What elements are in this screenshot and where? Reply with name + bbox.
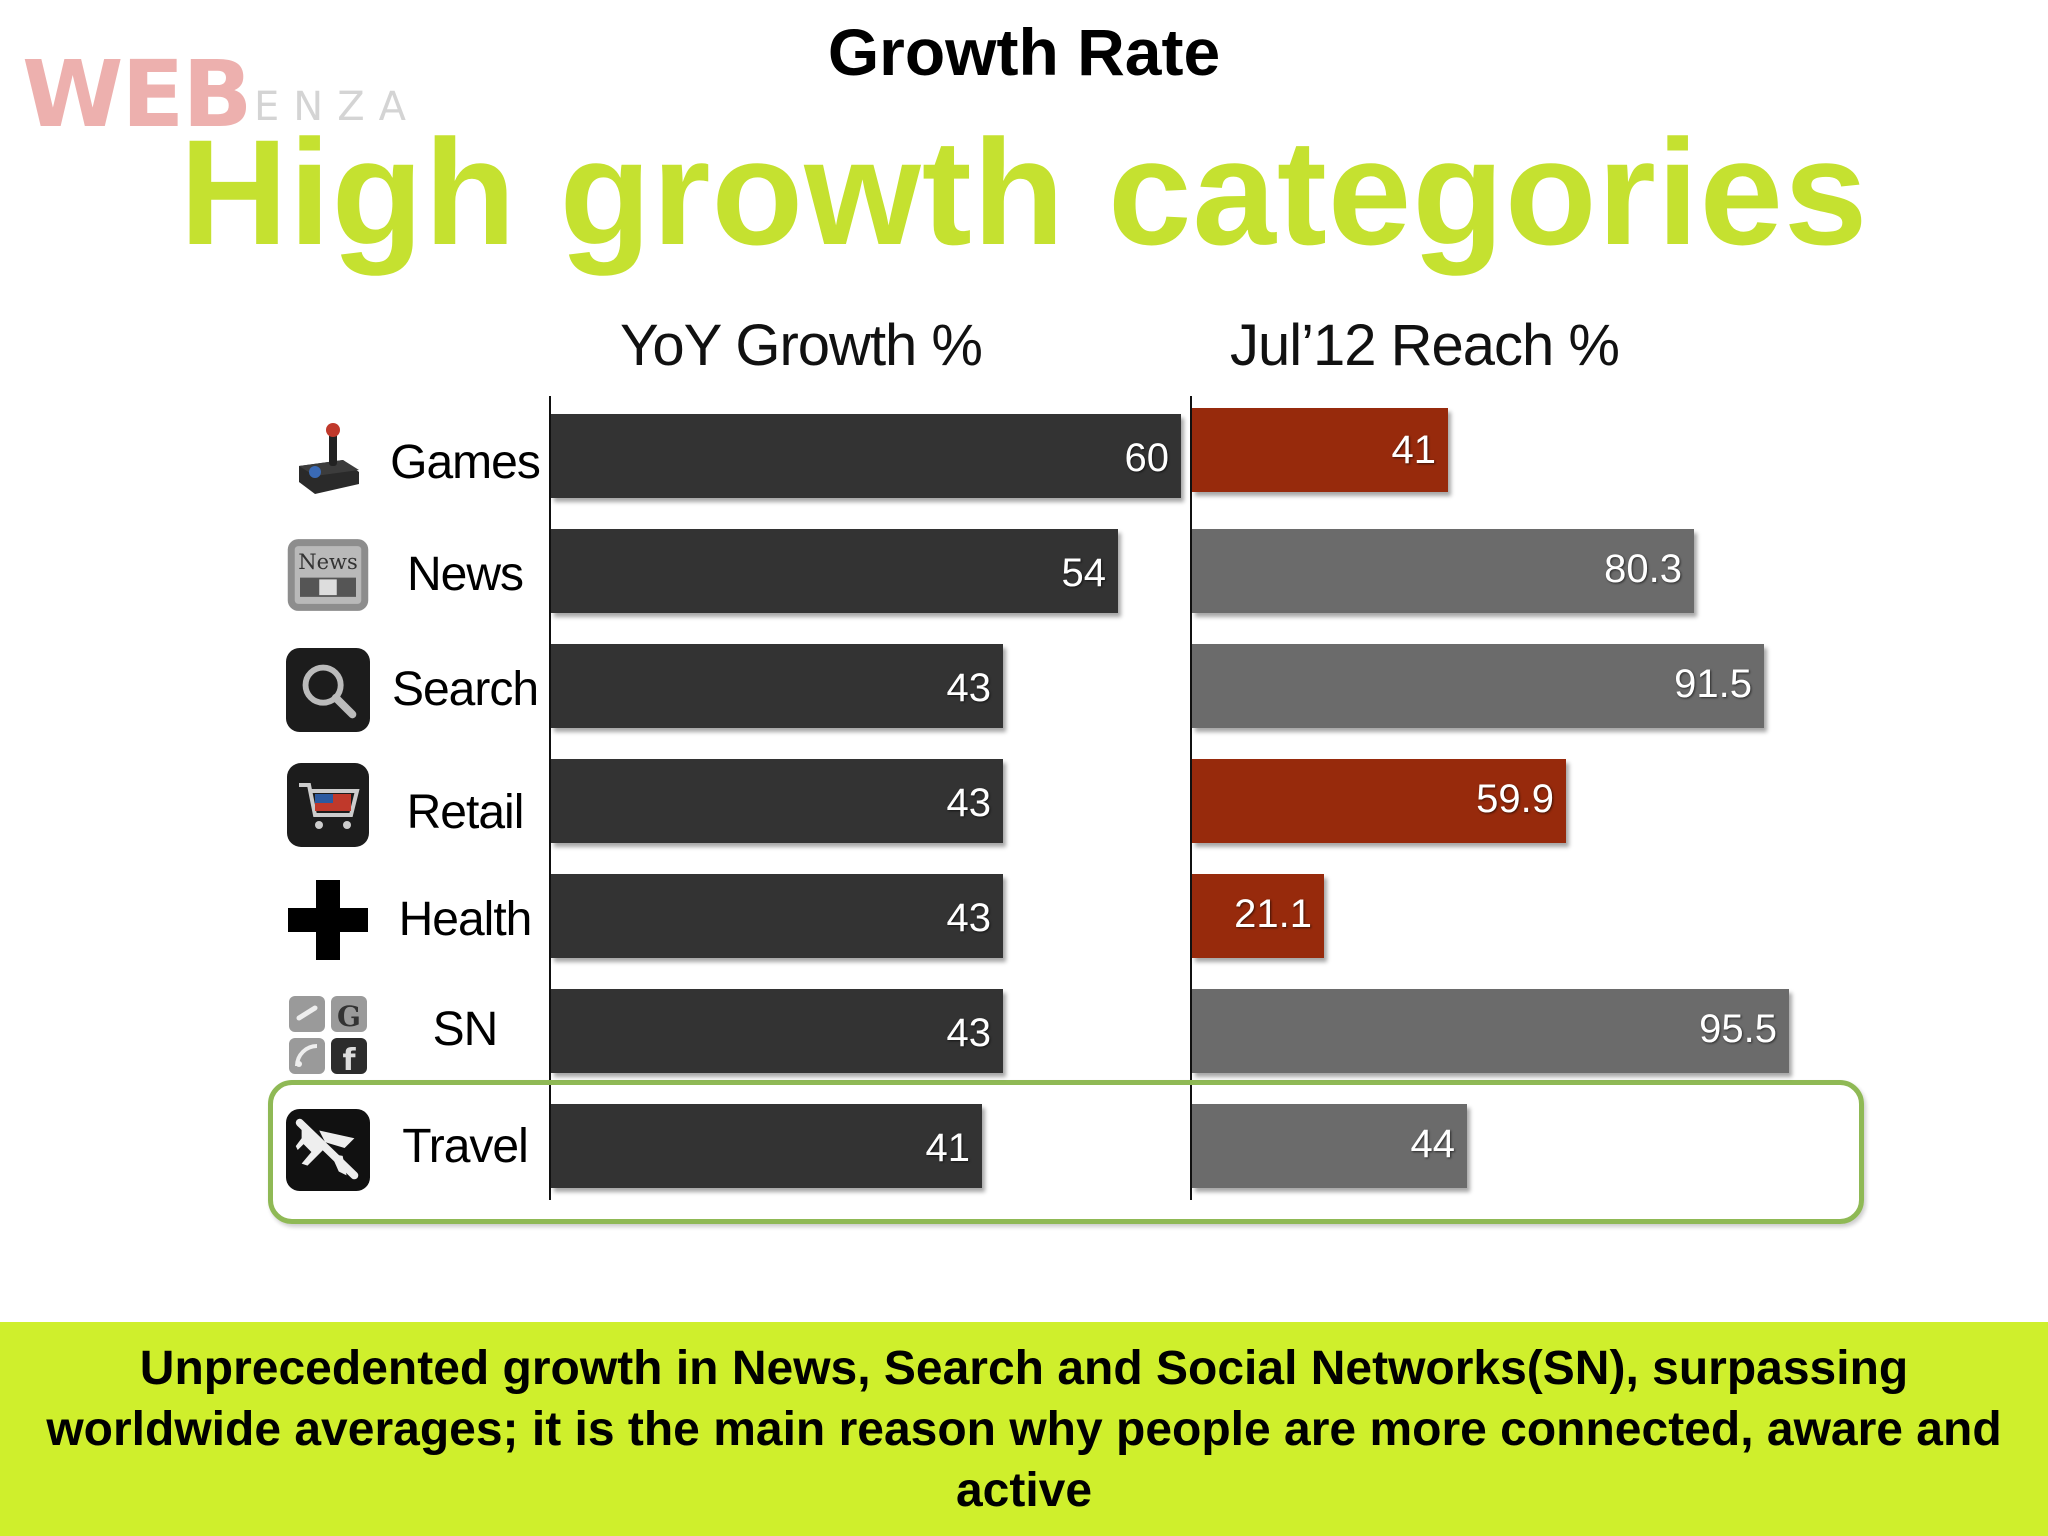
svg-text:G: G — [337, 1000, 361, 1033]
newspaper-icon: News — [286, 533, 370, 617]
airplane-icon — [286, 1108, 370, 1192]
logo-mark: WEB — [22, 41, 252, 148]
svg-text:News: News — [298, 550, 358, 574]
reach-bar-sn — [1192, 989, 1789, 1073]
yoy-value-games: 60 — [1124, 436, 1170, 480]
category-label-sn: SN — [432, 1003, 499, 1056]
logo-word: ENZA — [254, 84, 420, 130]
yoy-bar-search — [551, 644, 1003, 728]
shopping-cart-icon — [286, 763, 370, 847]
reach-value-news: 80.3 — [1604, 547, 1682, 591]
yoy-bar-retail — [551, 759, 1003, 843]
yoy-value-retail: 43 — [946, 781, 992, 825]
yoy-axis-line — [549, 396, 551, 1200]
yoy-value-search: 43 — [946, 666, 992, 710]
yoy-value-travel: 41 — [925, 1126, 971, 1170]
reach-bar-health — [1192, 874, 1324, 958]
joystick-icon — [286, 418, 370, 502]
category-label-health: Health — [398, 893, 533, 946]
reach-value-retail: 59.9 — [1476, 777, 1554, 821]
category-label-retail: Retail — [406, 786, 525, 839]
category-label-search: Search — [391, 663, 539, 716]
summary-text: Unprecedented growth in News, Search and… — [46, 1341, 2002, 1517]
yoy-bar-games — [551, 414, 1181, 498]
headline: High growth categories — [179, 108, 1869, 276]
category-label-games: Games — [390, 436, 541, 489]
category-label-travel: Travel — [402, 1120, 529, 1173]
yoy-bar-sn — [551, 989, 1003, 1073]
yoy-value-health: 43 — [946, 896, 992, 940]
magnifier-icon — [286, 648, 370, 732]
reach-bar-games — [1192, 408, 1448, 492]
health-cross-icon — [286, 878, 370, 962]
yoy-value-news: 54 — [1061, 551, 1107, 595]
reach-bar-travel — [1192, 1104, 1467, 1188]
yoy-bar-travel — [551, 1104, 982, 1188]
reach-value-travel: 44 — [1410, 1122, 1456, 1166]
reach-axis-line — [1190, 396, 1192, 1200]
reach-bar-retail — [1192, 759, 1566, 843]
svg-text:f: f — [342, 1043, 356, 1076]
reach-value-games: 41 — [1391, 428, 1437, 472]
webenza-logo: WEB ENZA — [22, 40, 442, 160]
yoy-bar-news — [551, 529, 1118, 613]
reach-bar-search — [1192, 644, 1764, 728]
yoy-value-sn: 43 — [946, 1011, 992, 1055]
page-title: Growth Rate — [827, 15, 1221, 89]
travel-highlight-box — [268, 1080, 1864, 1224]
category-label-news: News — [406, 548, 524, 601]
reach-header: Jul’12 Reach % — [1230, 313, 1620, 378]
reach-value-health: 21.1 — [1234, 892, 1312, 936]
yoy-bar-health — [551, 874, 1003, 958]
reach-bar-news — [1192, 529, 1694, 613]
reach-value-search: 91.5 — [1674, 662, 1752, 706]
yoy-growth-header: YoY Growth % — [620, 313, 983, 378]
reach-value-sn: 95.5 — [1699, 1007, 1777, 1051]
summary-banner: Unprecedented growth in News, Search and… — [0, 1322, 2048, 1536]
